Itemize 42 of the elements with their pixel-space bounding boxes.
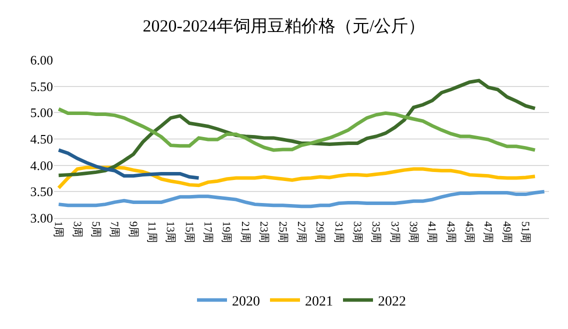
line-series	[56, 166, 537, 190]
x-tick-label: 15周	[182, 221, 195, 244]
line-series	[56, 190, 546, 208]
x-tick-label: 19周	[220, 221, 232, 244]
x-tick-label: 47周	[482, 221, 494, 244]
y-tick-label: 3.50	[30, 184, 53, 200]
x-tick-label: 37周	[388, 221, 400, 244]
legend-label: 2021	[305, 294, 333, 310]
x-tick-label: 13周	[164, 221, 176, 244]
y-tick-label: 3.00	[30, 210, 53, 226]
x-tick-label: 29周	[314, 221, 326, 244]
x-tick-label: 49周	[500, 221, 512, 244]
x-tick-label: 41周	[426, 221, 438, 244]
line-series	[56, 78, 537, 178]
chart-title: 2020-2024年饲用豆粕价格（元/公斤）	[142, 16, 426, 36]
x-tick-label: 7周	[108, 221, 120, 238]
x-tick-label: 11周	[145, 221, 158, 243]
x-tick-label: 5周	[89, 221, 102, 238]
x-tick-label: 43周	[444, 221, 456, 244]
x-tick-label: 25周	[276, 221, 288, 244]
x-tick-label: 23周	[258, 221, 270, 244]
x-tick-label: 17周	[202, 221, 214, 244]
y-tick-label: 4.00	[30, 158, 53, 173]
x-tick-label: 31周	[332, 221, 344, 244]
legend-label: 2022	[378, 294, 406, 310]
x-tick-label: 35周	[370, 221, 382, 244]
x-tick-label: 27周	[294, 221, 307, 244]
y-tick-label: 4.50	[30, 132, 53, 147]
y-tick-label: 6.00	[30, 52, 53, 68]
line-series	[56, 107, 537, 152]
x-tick-label: 1周	[52, 221, 64, 238]
x-tick-label: 45周	[463, 221, 476, 244]
x-tick-label: 21周	[238, 221, 251, 244]
x-tick-label: 9周	[126, 221, 139, 238]
y-tick-label: 5.00	[30, 105, 53, 120]
x-tick-label: 39周	[407, 221, 420, 244]
x-tick-label: 3周	[70, 221, 83, 238]
x-tick-label: 33周	[350, 221, 363, 244]
line-series	[56, 148, 201, 180]
legend-label: 2020	[232, 294, 260, 310]
x-tick-label: 51周	[519, 221, 532, 244]
y-tick-label: 5.50	[30, 78, 53, 94]
